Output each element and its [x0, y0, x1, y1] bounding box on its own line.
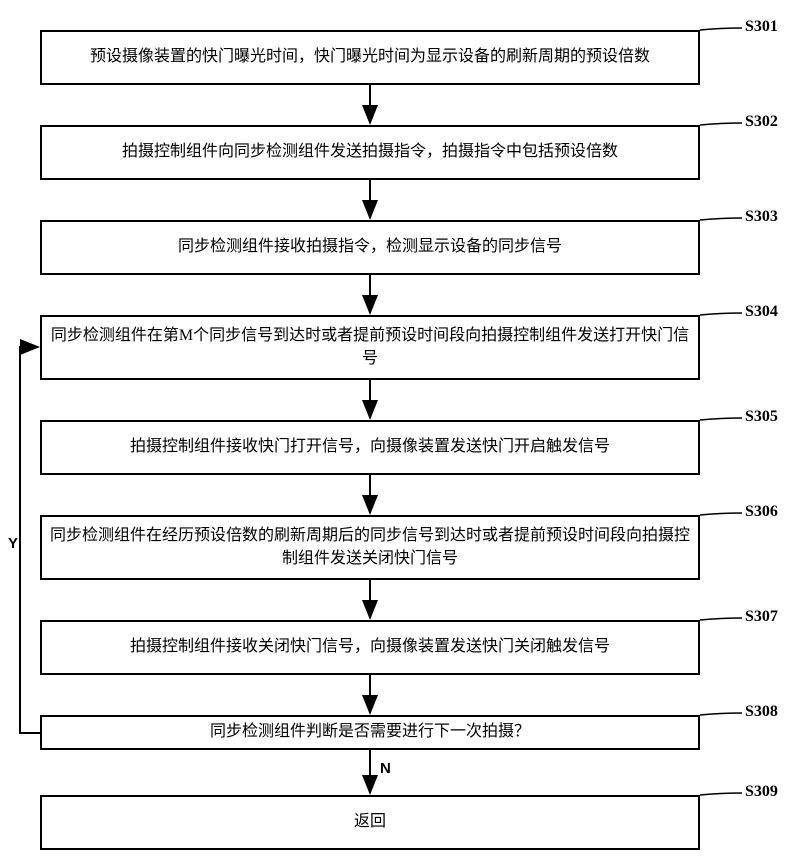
flow-node-s301: 预设摄像装置的快门曝光时间，快门曝光时间为显示设备的刷新周期的预设倍数	[40, 30, 700, 85]
flow-node-text: 同步检测组件接收拍摄指令，检测显示设备的同步信号	[178, 236, 562, 258]
step-label-text: S301	[745, 18, 778, 35]
step-label-l306: S306	[745, 503, 778, 521]
step-label-l303: S303	[745, 208, 778, 226]
flow-node-text: 同步检测组件在第M个同步信号到达时或者提前预设时间段向拍摄控制组件发送打开快门信…	[50, 325, 690, 370]
flow-node-text: 同步检测组件在经历预设倍数的刷新周期后的同步信号到达时或者提前预设时间段向拍摄控…	[50, 525, 690, 570]
step-label-text: S302	[745, 113, 778, 130]
flow-node-text: 拍摄控制组件接收快门打开信号，向摄像装置发送快门开启触发信号	[130, 436, 610, 458]
branch-label-no: N	[380, 760, 391, 777]
step-label-text: S308	[745, 703, 778, 720]
step-label-l308: S308	[745, 703, 778, 721]
step-label-text: S304	[745, 303, 778, 320]
flow-node-s302: 拍摄控制组件向同步检测组件发送拍摄指令，拍摄指令中包括预设倍数	[40, 125, 700, 180]
step-label-text: S307	[745, 608, 778, 625]
step-label-text: S303	[745, 208, 778, 225]
flow-node-text: 拍摄控制组件接收关闭快门信号，向摄像装置发送快门关闭触发信号	[130, 636, 610, 658]
flow-node-s304: 同步检测组件在第M个同步信号到达时或者提前预设时间段向拍摄控制组件发送打开快门信…	[40, 315, 700, 380]
step-label-text: S305	[745, 408, 778, 425]
flow-node-s309: 返回	[40, 795, 700, 850]
flow-node-text: 预设摄像装置的快门曝光时间，快门曝光时间为显示设备的刷新周期的预设倍数	[90, 46, 650, 68]
flow-node-text: 拍摄控制组件向同步检测组件发送拍摄指令，拍摄指令中包括预设倍数	[122, 141, 618, 163]
flow-node-s303: 同步检测组件接收拍摄指令，检测显示设备的同步信号	[40, 220, 700, 275]
step-label-l309: S309	[745, 783, 778, 801]
flowchart-container: 预设摄像装置的快门曝光时间，快门曝光时间为显示设备的刷新周期的预设倍数拍摄控制组…	[0, 0, 800, 865]
flow-node-s308: 同步检测组件判断是否需要进行下一次拍摄？	[40, 715, 700, 750]
step-label-text: S309	[745, 783, 778, 800]
flow-node-s307: 拍摄控制组件接收关闭快门信号，向摄像装置发送快门关闭触发信号	[40, 620, 700, 675]
step-label-l302: S302	[745, 113, 778, 131]
step-label-text: S306	[745, 503, 778, 520]
step-label-l307: S307	[745, 608, 778, 626]
flow-node-s306: 同步检测组件在经历预设倍数的刷新周期后的同步信号到达时或者提前预设时间段向拍摄控…	[40, 515, 700, 580]
step-label-l305: S305	[745, 408, 778, 426]
step-label-l304: S304	[745, 303, 778, 321]
flow-node-text: 返回	[354, 811, 386, 833]
flow-node-s305: 拍摄控制组件接收快门打开信号，向摄像装置发送快门开启触发信号	[40, 420, 700, 475]
step-label-l301: S301	[745, 18, 778, 36]
branch-label-yes: Y	[8, 535, 18, 552]
flow-node-text: 同步检测组件判断是否需要进行下一次拍摄？	[210, 721, 530, 743]
